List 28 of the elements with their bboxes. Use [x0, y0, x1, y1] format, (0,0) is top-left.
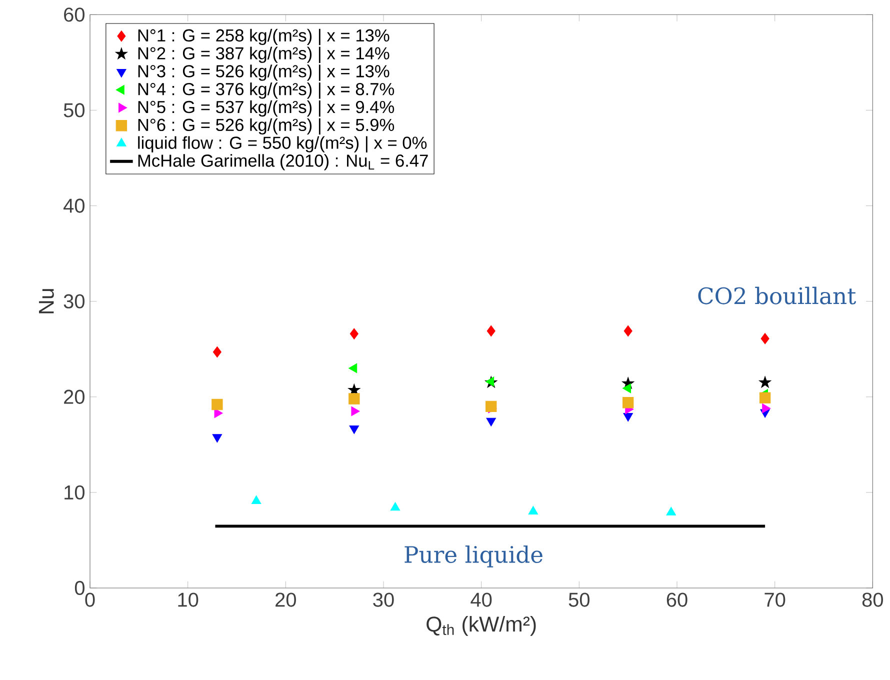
y-tick-label: 50: [64, 103, 84, 118]
annotation: Pure liquide: [404, 545, 542, 568]
legend-label: N°5 : G = 537 kg/(m²s) | x = 9.4%: [138, 100, 394, 117]
x-tick-label: 70: [764, 592, 786, 607]
y-tick-label: 10: [64, 485, 84, 500]
legend-label: N°2 : G = 387 kg/(m²s) | x = 14%: [138, 46, 390, 63]
legend-label: N°1 : G = 258 kg/(m²s) | x = 13%: [138, 28, 390, 46]
y-tick-label: 30: [64, 294, 84, 308]
annotation: CO2 bouillant: [698, 286, 856, 304]
y-tick-label: 40: [64, 198, 84, 213]
legend-label: liquid flow : G = 550 kg/(m²s) | x = 0%: [138, 136, 427, 152]
x-tick-label: 30: [373, 592, 394, 607]
y-axis-title: Nu: [39, 289, 54, 314]
x-tick-label: 0: [85, 592, 95, 607]
legend-label: N°3 : G = 526 kg/(m²s) | x = 13%: [138, 64, 390, 81]
x-tick-label: 40: [470, 592, 492, 607]
legend-label: N°6 : G = 526 kg/(m²s) | x = 5.9%: [138, 118, 394, 135]
y-tick-label: 20: [64, 390, 84, 404]
x-tick-label: 10: [178, 592, 198, 607]
y-tick-label: 0: [74, 580, 84, 596]
x-axis-title: Q$_{th}$ (kW/m²): [426, 616, 536, 636]
x-tick-label: 20: [276, 592, 296, 607]
legend-label: N°4 : G = 376 kg/(m²s) | x = 8.7%: [138, 82, 394, 99]
x-tick-label: 80: [862, 592, 883, 607]
legend-label: McHale Garimella (2010) : Nu$_{L}$ = 6.47: [138, 154, 428, 170]
x-tick-label: 60: [666, 592, 688, 607]
y-tick-label: 60: [64, 8, 84, 22]
x-tick-label: 50: [568, 592, 590, 607]
